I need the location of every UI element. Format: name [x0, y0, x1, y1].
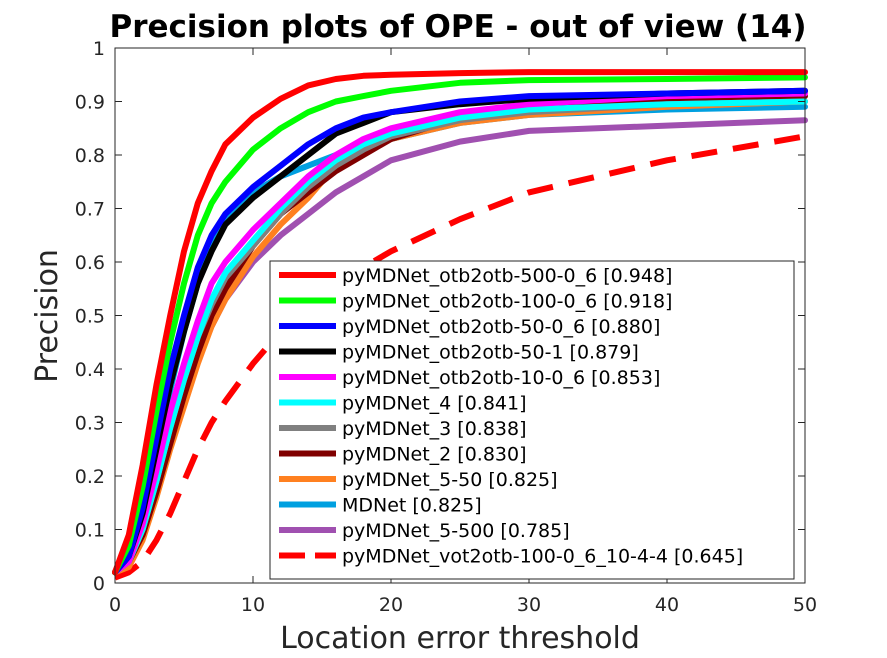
y-tick-label-3: 0.3: [75, 413, 105, 435]
legend: pyMDNet_otb2otb-500-0_6 [0.948] pyMDNet_o…: [269, 260, 795, 580]
y-axis-label: Precision: [30, 249, 65, 383]
series-line-11: [113, 133, 806, 581]
y-tick-label-7: 0.7: [75, 199, 105, 221]
series-line-2: [112, 87, 808, 576]
series-layer: [112, 69, 808, 581]
x-tick-label-1: 10: [241, 594, 265, 616]
legend-label-2: pyMDNet_otb2otb-50-0_6 [0.880]: [342, 316, 660, 338]
y-tick-label-5: 0.5: [75, 306, 105, 328]
legend-box: [269, 260, 795, 580]
y-tick-label-9: 0.9: [75, 92, 105, 114]
legend-label-11: pyMDNet_vot2otb-100-0_6_10-4-4 [0.645]: [342, 546, 743, 568]
legend-label-0: pyMDNet_otb2otb-500-0_6 [0.948]: [342, 265, 672, 287]
legend-label-6: pyMDNet_3 [0.838]: [342, 418, 527, 440]
y-tick-label-8: 0.8: [75, 145, 105, 167]
legend-label-7: pyMDNet_2 [0.830]: [342, 444, 527, 466]
y-tick-label-1: 0.1: [75, 520, 105, 542]
y-tick-label-10: 1: [93, 38, 105, 60]
legend-items: pyMDNet_otb2otb-500-0_6 [0.948] pyMDNet_o…: [279, 265, 743, 568]
y-tick-label-2: 0.2: [75, 466, 105, 488]
x-tick-label-0: 0: [109, 594, 121, 616]
tick-layer: 0 10 20 30 40 50 0 0.1 0.2 0.3 0.4 0.5 0.6 0.7 0.8 0.9 1: [75, 38, 817, 616]
x-tick-label-5: 50: [793, 594, 817, 616]
series-line-4: [112, 90, 808, 576]
x-tick-label-4: 40: [655, 594, 679, 616]
y-tick-label-6: 0.6: [75, 252, 105, 274]
x-axis-label: Location error threshold: [280, 621, 640, 656]
legend-label-1: pyMDNet_otb2otb-100-0_6 [0.918]: [342, 291, 672, 313]
x-tick-label-3: 30: [517, 594, 541, 616]
y-tick-label-4: 0.4: [75, 359, 105, 381]
y-tick-label-0: 0: [93, 573, 105, 595]
series-line-0: [112, 69, 808, 576]
legend-label-4: pyMDNet_otb2otb-10-0_6 [0.853]: [342, 367, 660, 389]
chart-title: Precision plots of OPE - out of view (14…: [109, 9, 806, 45]
series-line-1: [112, 74, 808, 576]
legend-label-9: MDNet [0.825]: [342, 495, 482, 517]
legend-label-10: pyMDNet_5-500 [0.785]: [342, 520, 570, 542]
x-tick-label-2: 20: [379, 594, 403, 616]
legend-label-8: pyMDNet_5-50 [0.825]: [342, 469, 558, 491]
legend-label-5: pyMDNet_4 [0.841]: [342, 393, 527, 415]
legend-label-3: pyMDNet_otb2otb-50-1 [0.879]: [342, 342, 639, 364]
